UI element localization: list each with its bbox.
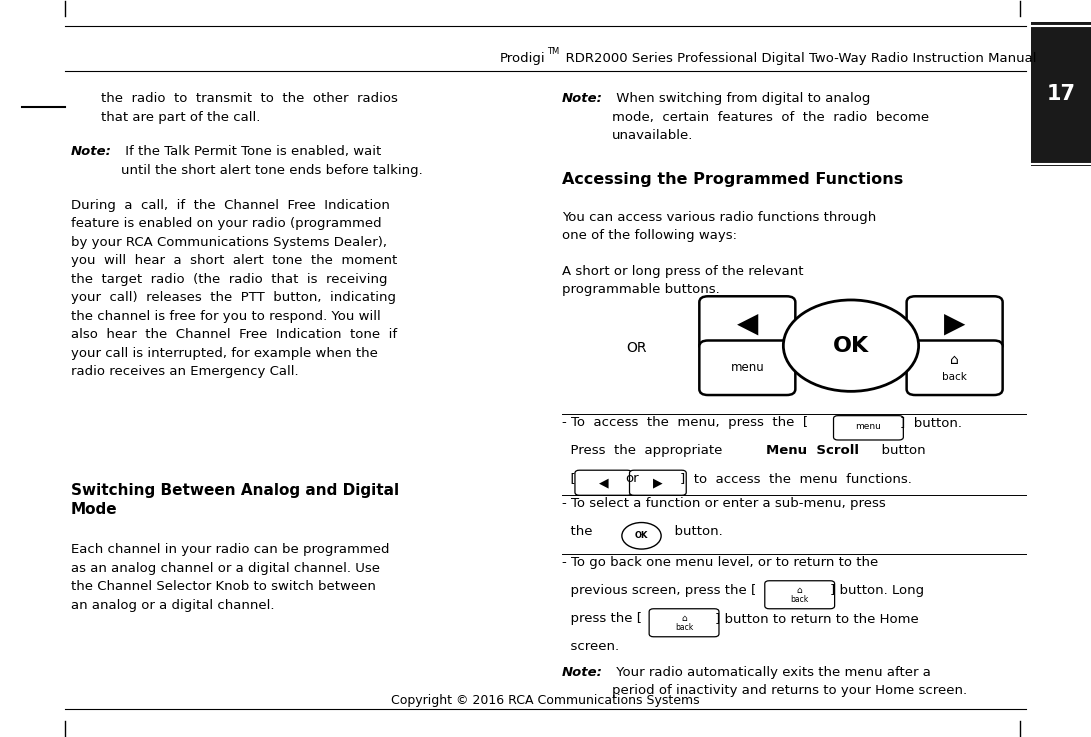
Text: button.: button. (666, 525, 722, 539)
Text: screen.: screen. (562, 640, 619, 654)
FancyBboxPatch shape (630, 470, 686, 495)
FancyBboxPatch shape (575, 470, 632, 495)
FancyBboxPatch shape (834, 416, 903, 440)
Text: - To select a function or enter a sub-menu, press: - To select a function or enter a sub-me… (562, 497, 886, 511)
Text: the  radio  to  transmit  to  the  other  radios
that are part of the call.: the radio to transmit to the other radio… (101, 92, 398, 124)
Text: - To  access  the  menu,  press  the  [: - To access the menu, press the [ (562, 416, 808, 430)
Text: TM: TM (547, 47, 559, 56)
Text: 17: 17 (1046, 84, 1076, 104)
Text: During  a  call,  if  the  Channel  Free  Indication
feature is enabled on your : During a call, if the Channel Free Indic… (71, 199, 397, 379)
Text: button: button (873, 444, 925, 458)
Text: ⌂: ⌂ (681, 614, 687, 623)
FancyBboxPatch shape (649, 609, 719, 637)
Text: back: back (791, 595, 808, 604)
Text: - To go back one menu level, or to return to the: - To go back one menu level, or to retur… (562, 556, 878, 570)
Text: RDR2000 Series Professional Digital Two-Way Radio Instruction Manual: RDR2000 Series Professional Digital Two-… (563, 52, 1036, 66)
Circle shape (622, 523, 661, 549)
Text: Prodigi: Prodigi (500, 52, 546, 66)
Text: press the [: press the [ (562, 612, 642, 626)
Text: Menu  Scroll: Menu Scroll (766, 444, 859, 458)
Bar (1031, 22, 1091, 166)
Text: When switching from digital to analog
mode,  certain  features  of  the  radio  : When switching from digital to analog mo… (612, 92, 930, 142)
FancyBboxPatch shape (699, 340, 795, 395)
Text: Note:: Note: (562, 666, 602, 679)
Text: ⌂: ⌂ (950, 353, 959, 366)
Text: previous screen, press the [: previous screen, press the [ (562, 584, 756, 598)
Text: or: or (625, 472, 638, 486)
Text: ] button to return to the Home: ] button to return to the Home (715, 612, 919, 626)
Text: back: back (943, 371, 967, 382)
Text: Accessing the Programmed Functions: Accessing the Programmed Functions (562, 172, 903, 186)
FancyBboxPatch shape (699, 296, 795, 351)
Text: ◀: ◀ (599, 476, 608, 489)
Text: OK: OK (635, 531, 648, 540)
Text: OK: OK (832, 335, 870, 356)
Text: OR: OR (626, 341, 646, 354)
Text: You can access various radio functions through
one of the following ways:: You can access various radio functions t… (562, 211, 876, 242)
Text: ] button. Long: ] button. Long (830, 584, 924, 598)
Text: ▶: ▶ (944, 310, 966, 338)
Text: menu: menu (731, 361, 764, 374)
Text: Your radio automatically exits the menu after a
period of inactivity and returns: Your radio automatically exits the menu … (612, 666, 968, 697)
Text: ]  to  access  the  menu  functions.: ] to access the menu functions. (680, 472, 912, 486)
Text: If the Talk Permit Tone is enabled, wait
until the short alert tone ends before : If the Talk Permit Tone is enabled, wait… (121, 145, 423, 177)
Text: ⌂: ⌂ (796, 586, 803, 595)
Text: ◀: ◀ (736, 310, 758, 338)
Text: Copyright © 2016 RCA Communications Systems: Copyright © 2016 RCA Communications Syst… (392, 694, 699, 707)
Circle shape (783, 300, 919, 391)
Text: [: [ (562, 472, 576, 486)
FancyBboxPatch shape (765, 581, 835, 609)
Text: Each channel in your radio can be programmed
as an analog channel or a digital c: Each channel in your radio can be progra… (71, 543, 389, 612)
Text: Note:: Note: (562, 92, 602, 105)
Text: ]  button.: ] button. (900, 416, 962, 430)
Text: the: the (562, 525, 597, 539)
FancyBboxPatch shape (907, 296, 1003, 351)
Text: Press  the  appropriate: Press the appropriate (562, 444, 727, 458)
Text: ▶: ▶ (654, 476, 662, 489)
Text: Switching Between Analog and Digital
Mode: Switching Between Analog and Digital Mod… (71, 483, 399, 517)
Text: A short or long press of the relevant
programmable buttons.: A short or long press of the relevant pr… (562, 265, 803, 296)
Text: back: back (675, 623, 693, 632)
Text: menu: menu (855, 422, 882, 431)
FancyBboxPatch shape (907, 340, 1003, 395)
Text: Note:: Note: (71, 145, 111, 158)
